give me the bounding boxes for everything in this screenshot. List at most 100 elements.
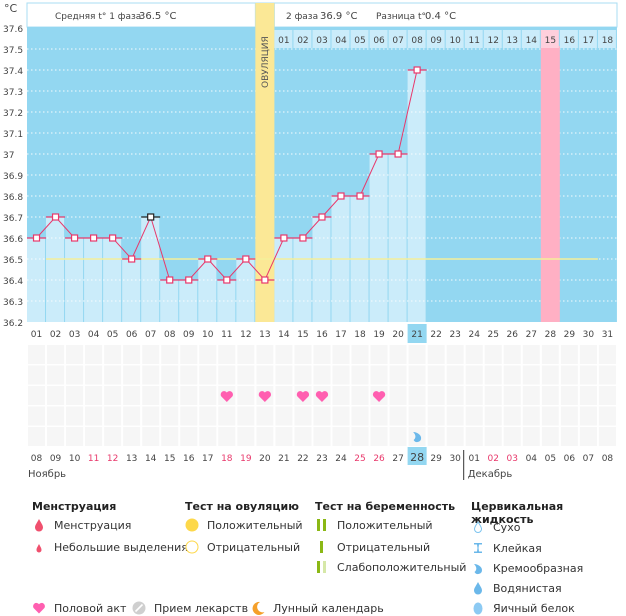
y-tick-label: 37.4: [3, 67, 23, 77]
calendar-date: 19: [240, 454, 252, 464]
x-tick-label: 17: [335, 330, 346, 340]
one-line-icon: [320, 541, 323, 553]
x-tick-label: 05: [107, 330, 118, 340]
calendar-cell: [142, 406, 160, 426]
calendar-cell: [218, 427, 236, 446]
legend-ovulation-positive: Положительный: [185, 518, 303, 532]
calendar-cell: [446, 406, 464, 426]
highlight-day-column: [540, 46, 560, 322]
calendar-cell: [161, 427, 179, 446]
phase2-day-cell: [388, 30, 407, 48]
calendar-cell: [199, 406, 217, 426]
egg-white-icon: [473, 602, 483, 615]
temperature-point: [51, 213, 60, 221]
diff-value: 0.4 °C: [425, 11, 456, 22]
calendar-cell: [427, 386, 445, 405]
calendar-cell: [28, 345, 46, 364]
calendar-cell: [579, 427, 597, 446]
calendar-date: 23: [316, 454, 327, 464]
calendar-cell: [218, 345, 236, 364]
phase1-value: 36.5 °C: [139, 11, 176, 22]
temperature-bar: [236, 259, 255, 322]
phase2-day-label: 05: [354, 36, 365, 46]
calendar-cell: [541, 406, 559, 426]
calendar-date: 16: [183, 454, 195, 464]
phase2-day-label: 09: [430, 36, 442, 46]
phase2-day-cell: [559, 30, 578, 48]
temperature-bar: [217, 280, 236, 322]
calendar-cell: [351, 345, 369, 364]
heart-icon: [296, 391, 310, 402]
calendar-cell: [370, 365, 388, 385]
y-tick-label: 36.2: [3, 319, 23, 329]
calendar-cell: [104, 427, 122, 446]
calendar-cell: [275, 386, 293, 405]
calendar-date: 29: [430, 454, 442, 464]
calendar-cell: [275, 365, 293, 385]
legend-menstruation: Менструация: [32, 518, 131, 532]
calendar-cell: [522, 365, 540, 385]
calendar-cell: [47, 427, 65, 446]
x-tick-label: 10: [202, 330, 214, 340]
calendar-cell: [484, 365, 502, 385]
temperature-bar: [388, 154, 407, 322]
calendar-date: 04: [526, 454, 538, 464]
calendar-cell: [104, 386, 122, 405]
calendar-cell: [161, 386, 179, 405]
temperature-point: [70, 234, 79, 242]
phase2-day-cell: [350, 30, 369, 48]
calendar-date: 07: [583, 454, 594, 464]
legend-menstruation-title: Менструация: [32, 500, 117, 513]
legend-ovulation-title: Тест на овуляцию: [185, 500, 299, 513]
phase2-day-cell: [521, 30, 540, 48]
calendar-cell: [313, 427, 331, 446]
phase1-label: Средняя t° 1 фаза: [55, 12, 141, 22]
calendar-cell: [218, 406, 236, 426]
calendar-cell: [161, 365, 179, 385]
calendar-date: 09: [50, 454, 62, 464]
legend-lunar: Лунный календарь: [251, 601, 384, 615]
calendar-date: 13: [126, 454, 137, 464]
calendar-date: 08: [31, 454, 43, 464]
legend-pregnancy-title: Тест на беременность: [315, 500, 456, 513]
legend-cervical-title: Цервикальная жидкость: [471, 500, 564, 526]
calendar-cell: [275, 406, 293, 426]
calendar-cell: [275, 427, 293, 446]
phase2-day-label: 07: [392, 36, 403, 46]
phase2-day-cell: [483, 30, 502, 48]
calendar-cell: [598, 386, 616, 405]
calendar-cell: [560, 345, 578, 364]
calendar-cell: [389, 386, 407, 405]
calendar-cell: [104, 345, 122, 364]
x-tick-label: 29: [564, 330, 576, 340]
temperature-bar: [407, 70, 426, 322]
heart-icon: [33, 602, 45, 614]
calendar-cell: [28, 406, 46, 426]
x-tick-label: 08: [164, 330, 176, 340]
legend-intercourse: Половой акт: [32, 601, 126, 615]
calendar-cell: [560, 427, 578, 446]
calendar-cell: [389, 365, 407, 385]
calendar-date: 30: [449, 454, 461, 464]
legend-cervical-creamy: Кремообразная: [471, 561, 583, 575]
calendar-cell: [294, 365, 312, 385]
phase2-day-cell: [464, 30, 483, 48]
calendar-date: 11: [88, 454, 99, 464]
month-label-december: Декабрь: [468, 469, 513, 480]
month-label-november: Ноябрь: [28, 469, 66, 480]
calendar-cell: [522, 406, 540, 426]
calendar-cell: [370, 406, 388, 426]
calendar-cell: [123, 345, 141, 364]
calendar-cell: [598, 427, 616, 446]
calendar-cell: [446, 345, 464, 364]
calendar-cell: [237, 345, 255, 364]
legend: Менструация Менструация Небольшие выделе…: [0, 490, 626, 616]
temperature-point: [32, 234, 41, 242]
y-tick-label: 37.1: [3, 130, 23, 140]
x-tick-label: 30: [583, 330, 595, 340]
calendar-cell: [408, 345, 426, 364]
calendar-cell: [313, 345, 331, 364]
calendar-cell: [199, 386, 217, 405]
creamy-fluid-icon: [413, 432, 422, 443]
calendar-cell: [47, 406, 65, 426]
